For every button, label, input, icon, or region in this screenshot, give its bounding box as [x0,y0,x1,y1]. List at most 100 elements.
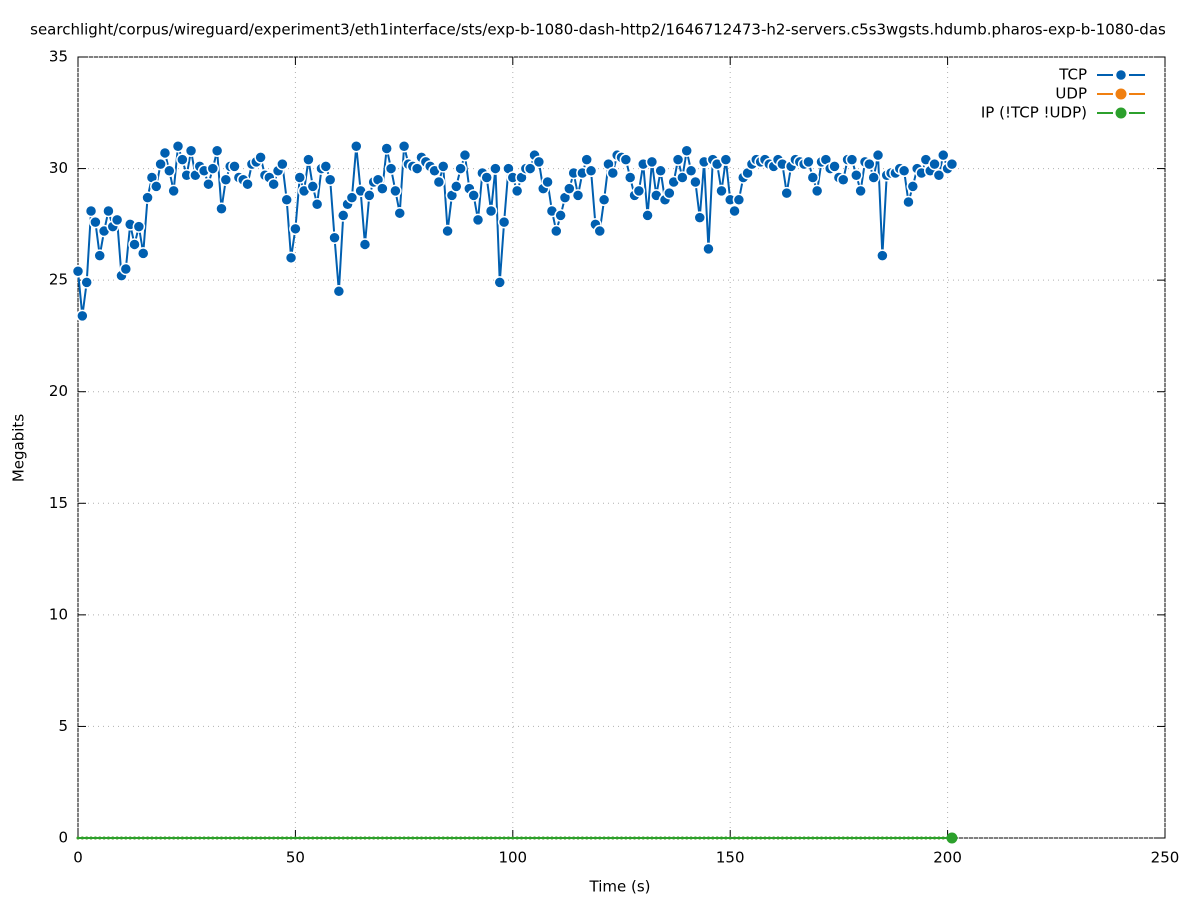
data-point [933,836,937,840]
data-point [820,836,824,840]
data-point [76,836,80,840]
data-point [720,836,724,840]
data-point [436,160,450,173]
data-point [663,186,676,200]
data-point [71,264,85,278]
data-point [306,180,320,193]
data-point [380,836,384,840]
data-point [337,836,341,840]
data-point [272,836,276,840]
data-point [789,836,793,840]
data-point [358,238,372,251]
data-point [89,836,93,840]
data-point [106,836,110,840]
data-point [902,195,915,209]
data-point [93,249,106,262]
data-point [571,189,585,202]
x-tick-label: 50 [286,849,305,867]
data-point [398,836,402,840]
data-point [689,836,693,840]
data-point [472,836,476,840]
data-point [354,836,358,840]
data-point [837,836,841,840]
data-point [684,164,698,178]
data-point [667,836,671,840]
data-point [167,836,171,840]
y-tick-label: 0 [58,829,68,847]
data-point [841,836,845,840]
data-point [467,836,471,840]
data-point [554,209,567,222]
data-point [497,215,511,229]
data-point [302,153,315,166]
data-point [319,160,333,173]
data-point [437,836,441,840]
data-point [806,836,810,840]
data-point [654,836,658,840]
data-point [359,836,363,840]
data-point [172,836,176,840]
data-point [559,836,563,840]
data-point [280,193,293,207]
data-point [932,169,946,182]
x-tick-label: 250 [1151,849,1180,867]
data-point [111,836,115,840]
data-point [537,836,541,840]
data-point [606,166,620,180]
data-point [323,173,337,186]
data-point [945,157,959,171]
data-point [485,836,489,840]
data-point [493,836,497,840]
data-point [389,184,402,198]
data-point [150,836,154,840]
data-point [237,836,241,840]
data-point [524,836,528,840]
data-point [515,836,519,840]
data-point [346,836,350,840]
data-point [180,836,184,840]
data-point [506,836,510,840]
data-point [459,836,463,840]
data-point [715,184,728,198]
data-point [193,836,197,840]
data-point [885,836,889,840]
data-point [345,191,359,204]
data-point [246,836,250,840]
data-point [198,836,202,840]
data-point [93,836,97,840]
data-point [676,171,689,184]
data-point [285,836,289,840]
data-point [741,836,745,840]
data-point [363,189,376,202]
data-point [176,153,189,166]
data-point [584,164,598,178]
y-tick-label: 30 [49,159,68,177]
data-point [719,153,733,166]
data-point [593,224,607,238]
data-point [163,164,176,178]
data-point [693,211,707,224]
data-point [802,836,806,840]
data-point [502,836,506,840]
data-point [654,164,667,178]
data-point [824,836,828,840]
data-point [519,836,523,840]
data-point [210,144,224,157]
data-point [850,169,863,182]
data-point [306,836,310,840]
data-point [924,836,928,840]
data-point [159,836,163,840]
data-point [941,836,945,840]
data-point [311,836,315,840]
data-point [454,162,467,175]
y-tick-label: 20 [49,382,68,400]
data-point [597,193,611,207]
data-point [489,162,502,175]
data-point [415,836,419,840]
data-point [206,836,210,840]
data-point [615,836,619,840]
data-point [454,836,458,840]
data-point [184,144,198,157]
data-point [685,836,689,840]
